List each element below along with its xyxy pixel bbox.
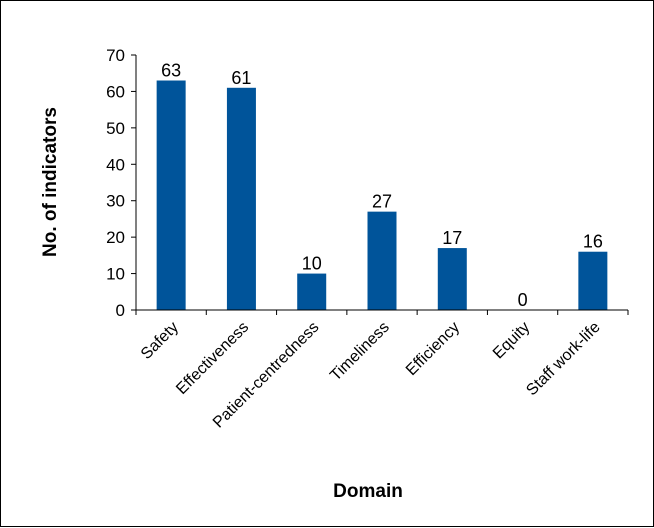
y-tick-label: 70 bbox=[106, 46, 125, 65]
y-tick-label: 50 bbox=[106, 119, 125, 138]
x-category-label: Equity bbox=[490, 319, 533, 362]
data-label: 0 bbox=[518, 290, 528, 310]
y-tick-label: 10 bbox=[106, 265, 125, 284]
bar bbox=[226, 87, 256, 311]
bar bbox=[367, 211, 397, 310]
y-tick-label: 40 bbox=[106, 155, 125, 174]
bar bbox=[437, 248, 467, 310]
data-label: 16 bbox=[583, 232, 603, 252]
x-category-label: Timeliness bbox=[327, 319, 393, 385]
data-labels: 63 61 10 27 17 0 16 bbox=[161, 61, 603, 311]
x-category-label: Effectiveness bbox=[173, 319, 252, 398]
x-axis-title: Domain bbox=[333, 481, 403, 502]
data-label: 10 bbox=[302, 254, 322, 274]
bar bbox=[297, 273, 327, 310]
data-label: 63 bbox=[161, 61, 181, 81]
y-tick-label: 20 bbox=[106, 228, 125, 247]
y-axis-ticks: 0 10 20 30 40 50 60 70 bbox=[106, 46, 629, 320]
data-label: 27 bbox=[372, 192, 392, 212]
x-category-label: Efficiency bbox=[403, 319, 463, 379]
bar bbox=[578, 251, 608, 310]
bar bbox=[156, 80, 186, 310]
x-category-label: Safety bbox=[138, 319, 182, 363]
y-tick-label: 30 bbox=[106, 192, 125, 211]
data-label: 17 bbox=[442, 228, 462, 248]
bars bbox=[156, 80, 608, 311]
y-axis-title: No. of indicators bbox=[40, 107, 61, 257]
x-category-label: Staff work-life bbox=[523, 319, 603, 399]
y-tick-label: 0 bbox=[116, 301, 125, 320]
y-tick-label: 60 bbox=[106, 82, 125, 101]
data-label: 61 bbox=[231, 68, 251, 88]
